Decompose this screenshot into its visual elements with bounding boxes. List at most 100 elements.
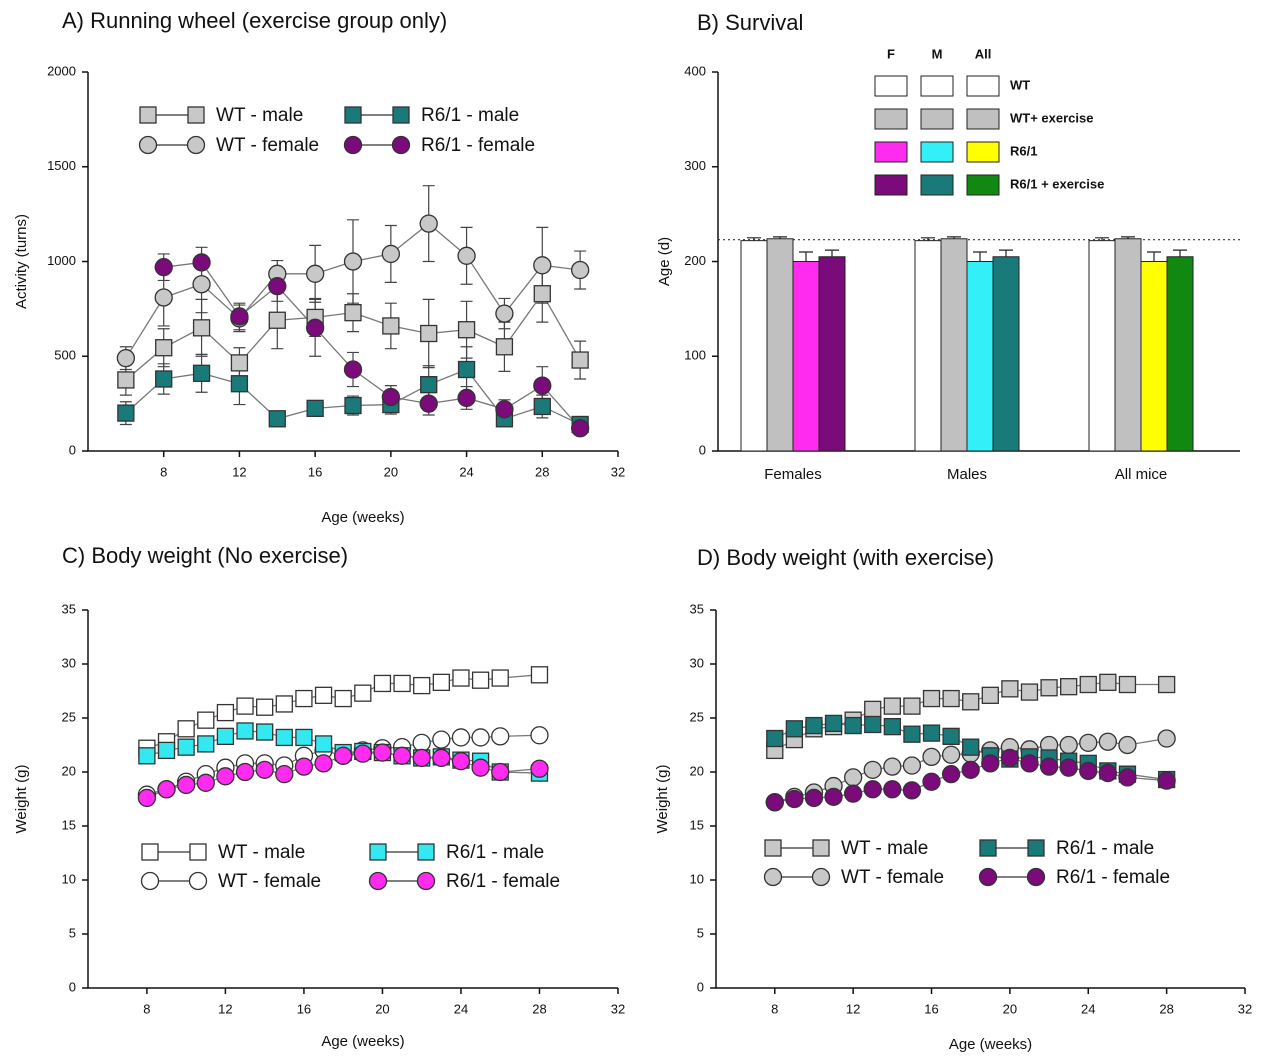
data-point xyxy=(491,727,510,746)
legend-marker xyxy=(368,871,388,891)
y-tick-label: 0 xyxy=(69,979,76,994)
data-point xyxy=(804,788,824,808)
error-bar xyxy=(799,251,813,262)
y-tick-label: 100 xyxy=(684,348,706,363)
error-bar xyxy=(973,251,987,262)
data-point xyxy=(268,276,287,296)
y-tick-label: 0 xyxy=(69,442,76,457)
error-bar xyxy=(921,237,935,241)
bar xyxy=(1140,261,1168,452)
legend-column-header: M xyxy=(932,46,943,61)
legend-label: R6/1 - male xyxy=(446,842,544,863)
x-tick-label: 16 xyxy=(308,464,322,479)
legend-label: R6/1 - female xyxy=(446,871,560,892)
error-bar xyxy=(1095,237,1109,241)
legend-marker xyxy=(188,871,208,891)
y-tick-label: 1000 xyxy=(47,253,76,268)
data-point xyxy=(981,754,1000,773)
data-point xyxy=(314,735,333,753)
legend-label: WT+ exercise xyxy=(1010,110,1093,125)
data-point xyxy=(533,256,552,275)
data-point xyxy=(471,671,490,689)
error-bar xyxy=(773,236,787,239)
bar xyxy=(992,256,1020,452)
legend-marker xyxy=(812,839,830,857)
data-point xyxy=(275,765,294,784)
data-point xyxy=(1059,735,1078,755)
legend-marker xyxy=(392,106,410,124)
data-point xyxy=(117,404,135,422)
data-point xyxy=(922,772,941,791)
data-point xyxy=(533,376,552,395)
y-tick-label: 30 xyxy=(62,655,76,670)
data-point xyxy=(1059,758,1078,777)
data-point xyxy=(864,700,882,719)
legend-swatch xyxy=(874,174,908,196)
legend-column-header: All xyxy=(975,46,992,61)
legend-label: R6/1 + exercise xyxy=(1010,176,1104,191)
data-point xyxy=(275,728,293,747)
data-point xyxy=(236,722,254,740)
data-point xyxy=(471,728,490,747)
legend-swatch xyxy=(874,141,908,163)
legend-marker xyxy=(187,106,205,124)
data-point xyxy=(452,669,470,687)
x-tick-label: 32 xyxy=(1238,1001,1252,1016)
data-point xyxy=(192,364,211,382)
x-tick-label: 28 xyxy=(535,464,549,479)
data-point xyxy=(491,762,510,782)
data-point xyxy=(344,304,362,322)
data-point xyxy=(432,730,451,749)
x-tick-label: 28 xyxy=(532,1001,546,1016)
legend-label: WT xyxy=(1010,77,1030,92)
data-point xyxy=(471,758,490,777)
chart-title: B) Survival xyxy=(697,10,803,35)
bar xyxy=(1166,256,1194,452)
x-tick-label: 8 xyxy=(160,464,167,479)
y-tick-label: 5 xyxy=(69,925,76,940)
y-tick-label: 20 xyxy=(62,763,76,778)
data-point xyxy=(1079,761,1098,781)
y-tick-label: 30 xyxy=(690,655,704,670)
data-point xyxy=(457,246,476,265)
x-tick-label: 8 xyxy=(771,1001,778,1016)
y-axis-label: Weight (g) xyxy=(13,765,30,834)
data-point xyxy=(314,686,333,704)
bar xyxy=(966,261,994,452)
data-point xyxy=(344,396,362,415)
data-point xyxy=(256,723,274,741)
legend-swatch xyxy=(966,108,1000,130)
y-tick-label: 5 xyxy=(697,925,704,940)
data-point xyxy=(981,686,999,704)
x-axis-label: Age (weeks) xyxy=(949,1036,1032,1053)
data-point xyxy=(883,780,902,799)
data-point xyxy=(413,676,431,695)
data-point xyxy=(176,775,196,795)
data-point xyxy=(419,214,438,233)
y-tick-label: 400 xyxy=(684,63,706,78)
data-point xyxy=(381,244,401,264)
data-point xyxy=(1039,757,1059,776)
data-point xyxy=(154,288,173,307)
data-point xyxy=(1157,729,1176,748)
data-point xyxy=(883,757,902,776)
data-point xyxy=(235,762,255,782)
data-point xyxy=(824,714,843,733)
data-point xyxy=(1060,678,1078,696)
data-point xyxy=(864,715,882,734)
data-point xyxy=(902,756,922,775)
data-point xyxy=(883,697,901,715)
data-point xyxy=(177,720,195,738)
data-point xyxy=(942,727,960,746)
data-point xyxy=(941,765,961,784)
x-tick-label: 28 xyxy=(1159,1001,1173,1016)
data-point xyxy=(451,752,471,771)
data-point xyxy=(177,738,195,756)
data-point xyxy=(192,319,211,337)
bar xyxy=(914,240,942,452)
data-point xyxy=(883,717,901,736)
data-point xyxy=(785,789,804,809)
data-point xyxy=(495,304,514,323)
data-point xyxy=(902,781,922,800)
data-point xyxy=(305,318,325,337)
